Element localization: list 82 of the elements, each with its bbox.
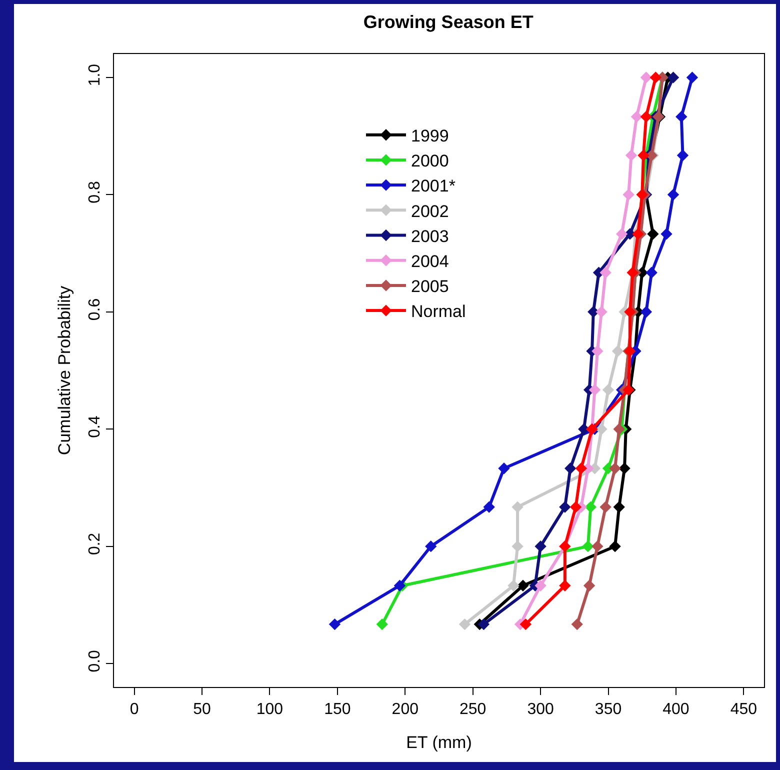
y-tick-label: 0.8 xyxy=(86,181,104,204)
point xyxy=(534,540,546,552)
point xyxy=(640,306,652,318)
point xyxy=(584,501,597,513)
point xyxy=(646,266,658,278)
y-axis-title: Cumulative Probability xyxy=(55,285,74,456)
point xyxy=(676,150,689,162)
chart-title: Growing Season ET xyxy=(363,12,534,32)
point xyxy=(571,618,583,630)
y-tick-label: 0.4 xyxy=(86,415,104,438)
point xyxy=(650,72,662,84)
x-axis-title: ET (mm) xyxy=(406,733,472,752)
legend-label: 2002 xyxy=(411,202,449,221)
point xyxy=(583,580,596,592)
point xyxy=(458,618,471,630)
point xyxy=(612,345,624,358)
x-tick-label: 300 xyxy=(527,701,554,718)
point xyxy=(660,228,672,240)
x-tick-label: 450 xyxy=(730,701,758,718)
x-tick-label: 350 xyxy=(594,701,622,718)
point xyxy=(600,266,612,278)
point xyxy=(328,618,341,630)
point xyxy=(667,188,680,201)
point xyxy=(676,110,688,123)
point xyxy=(483,501,495,513)
point xyxy=(498,462,510,474)
point xyxy=(588,384,601,396)
point xyxy=(638,150,650,162)
point xyxy=(559,501,571,513)
y-tick-label: 1.0 xyxy=(86,64,104,86)
point xyxy=(647,228,659,240)
point xyxy=(575,462,588,474)
point xyxy=(596,423,608,435)
y-tick-label: 0.6 xyxy=(86,298,104,321)
point xyxy=(640,72,652,84)
point xyxy=(686,72,698,84)
point xyxy=(616,228,628,240)
point xyxy=(534,580,546,592)
x-tick-label: 0 xyxy=(130,701,139,718)
point xyxy=(425,540,437,552)
point xyxy=(592,540,604,552)
point xyxy=(394,580,406,592)
y-tick-label: 0.2 xyxy=(86,532,104,556)
point xyxy=(570,501,582,513)
point xyxy=(625,150,638,162)
point xyxy=(622,188,634,201)
point xyxy=(376,618,388,630)
point xyxy=(624,306,636,318)
legend-label: Normal xyxy=(411,302,466,322)
legend-label: 2001* xyxy=(411,176,456,196)
legend-label: 2000 xyxy=(411,152,449,171)
point xyxy=(613,423,625,435)
y-tick-label: 0.0 xyxy=(86,650,104,672)
point xyxy=(517,580,529,592)
legend-label: 2004 xyxy=(411,252,449,271)
point xyxy=(630,110,643,123)
point xyxy=(613,501,625,513)
legend-label: 1999 xyxy=(411,126,449,146)
x-tick-label: 50 xyxy=(193,701,212,718)
x-tick-label: 400 xyxy=(662,701,690,718)
point xyxy=(600,501,612,513)
legend-label: 2005 xyxy=(411,277,449,296)
point xyxy=(618,462,630,474)
point xyxy=(582,540,594,552)
point xyxy=(667,72,680,84)
point xyxy=(602,384,614,396)
x-tick-label: 100 xyxy=(256,701,284,718)
point xyxy=(609,462,621,474)
point xyxy=(559,580,571,592)
legend-label: 2003 xyxy=(411,226,449,246)
point xyxy=(592,345,604,358)
x-tick-label: 250 xyxy=(460,701,486,718)
point xyxy=(640,110,652,123)
point xyxy=(520,618,532,630)
point xyxy=(564,462,576,474)
x-tick-label: 200 xyxy=(392,701,419,718)
x-tick-label: 150 xyxy=(324,701,351,718)
point xyxy=(508,580,520,592)
point xyxy=(478,618,490,630)
point xyxy=(512,501,524,513)
point xyxy=(596,306,608,318)
point xyxy=(609,540,621,552)
